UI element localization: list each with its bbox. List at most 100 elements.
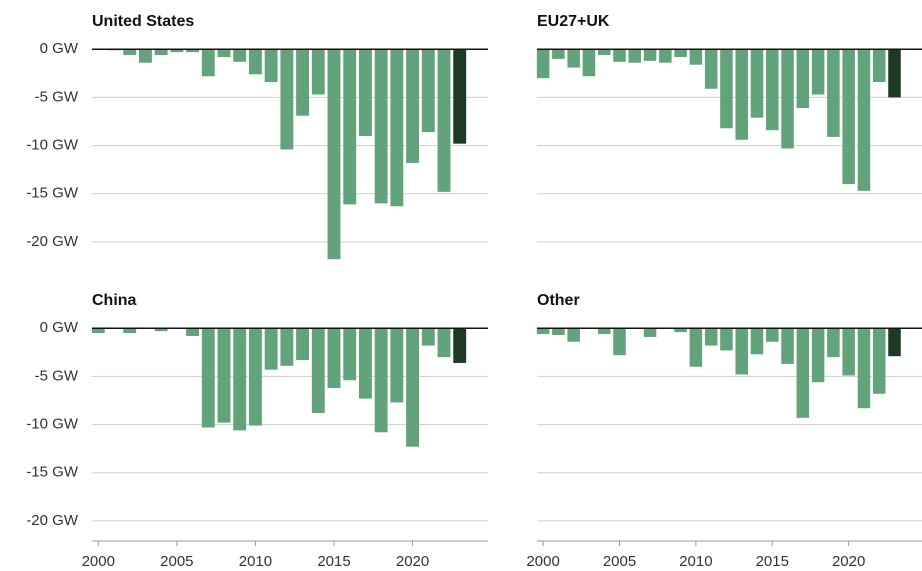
bar [170, 49, 184, 53]
bar [766, 328, 779, 342]
bar [91, 328, 105, 334]
x-tick-label: 2015 [756, 553, 789, 570]
bar [421, 49, 435, 133]
bar [674, 49, 687, 57]
bar [842, 49, 855, 185]
bar [327, 328, 341, 388]
bar [186, 49, 200, 53]
bar [123, 328, 137, 334]
bar [750, 49, 764, 118]
bar [186, 328, 200, 336]
bar [613, 328, 626, 356]
y-tick-label: 0 GW [40, 319, 79, 336]
bar [735, 328, 748, 375]
panel-title: Other [537, 292, 580, 309]
panel-title: China [92, 292, 137, 309]
bar [138, 49, 152, 63]
x-tick-label: 2010 [239, 553, 272, 570]
bar [201, 328, 215, 428]
bar [217, 328, 231, 423]
bar [796, 49, 810, 109]
bar [437, 328, 451, 358]
bar [567, 49, 580, 68]
bar [123, 49, 137, 56]
bar [674, 328, 687, 333]
bar [643, 49, 657, 61]
bar [704, 49, 718, 89]
bar [201, 49, 215, 77]
bar [217, 49, 231, 57]
bar [280, 49, 294, 150]
bar [296, 328, 310, 361]
bar [552, 49, 565, 59]
x-tick-label: 2020 [832, 553, 865, 570]
y-tick-label: -5 GW [35, 367, 79, 384]
bar [390, 49, 404, 207]
x-tick-label: 2005 [160, 553, 193, 570]
y-tick-label: -15 GW [26, 464, 79, 481]
bar [659, 49, 672, 63]
bar [628, 49, 642, 63]
bar [735, 49, 748, 140]
bar [582, 49, 596, 77]
x-tick-label: 2005 [603, 553, 636, 570]
y-tick-label: -15 GW [26, 185, 79, 202]
bar [597, 328, 611, 335]
bar [343, 49, 357, 205]
bar [567, 328, 580, 342]
bar [796, 328, 810, 418]
bar [248, 49, 262, 75]
y-tick-label: -20 GW [26, 233, 79, 250]
bar [233, 49, 247, 62]
y-tick-label: -5 GW [35, 88, 79, 105]
bar [358, 49, 372, 136]
bar [857, 328, 871, 409]
bar [842, 328, 855, 376]
y-tick-label: -10 GW [26, 416, 79, 433]
bar [888, 49, 901, 98]
bar [248, 328, 262, 426]
bar [689, 328, 703, 367]
bar [811, 328, 825, 383]
bar [233, 328, 247, 431]
bar [888, 328, 901, 357]
x-tick-label: 2000 [526, 553, 559, 570]
bar [343, 328, 357, 381]
x-tick-label: 2015 [317, 553, 350, 570]
bar [453, 328, 467, 363]
bar [872, 49, 886, 83]
bar [827, 49, 840, 137]
bar [689, 49, 703, 65]
bar [536, 328, 550, 335]
bar [358, 328, 372, 399]
bar [613, 49, 626, 62]
bar [390, 328, 404, 403]
bar [720, 49, 733, 129]
bar [872, 328, 886, 394]
bar [827, 328, 840, 358]
bar [374, 328, 388, 433]
bar [552, 328, 565, 336]
panel-title: United States [92, 13, 194, 30]
y-tick-label: 0 GW [40, 40, 79, 57]
bar [704, 328, 718, 346]
bar [766, 49, 779, 131]
bar [597, 49, 611, 56]
bar [453, 49, 467, 144]
bar [374, 49, 388, 204]
bar [154, 328, 168, 332]
y-tick-label: -10 GW [26, 137, 79, 154]
bar [264, 328, 278, 370]
bar [781, 49, 794, 149]
bar [311, 49, 325, 95]
bar [536, 49, 550, 79]
bar [406, 49, 420, 163]
bar [750, 328, 764, 355]
x-tick-label: 2020 [396, 553, 429, 570]
bar [280, 328, 294, 366]
bar [643, 328, 657, 337]
bar [264, 49, 278, 83]
x-tick-label: 2000 [82, 553, 115, 570]
y-tick-label: -20 GW [26, 512, 79, 529]
